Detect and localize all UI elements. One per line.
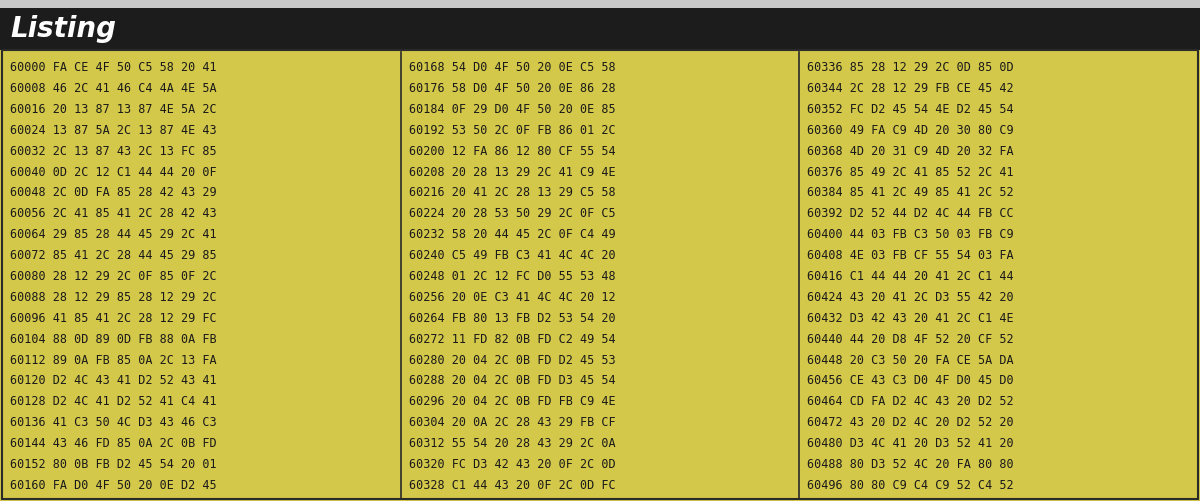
Text: 60136 41 C3 50 4C D3 43 46 C3: 60136 41 C3 50 4C D3 43 46 C3 [10,416,217,429]
Text: 60072 85 41 2C 28 44 45 29 85: 60072 85 41 2C 28 44 45 29 85 [10,249,217,262]
Text: 60176 58 D0 4F 50 20 0E 86 28: 60176 58 D0 4F 50 20 0E 86 28 [409,82,616,95]
Text: Listing: Listing [10,15,116,43]
Text: 60400 44 03 FB C3 50 03 FB C9: 60400 44 03 FB C3 50 03 FB C9 [808,228,1014,241]
Text: 60432 D3 42 43 20 41 2C C1 4E: 60432 D3 42 43 20 41 2C C1 4E [808,312,1014,325]
Text: 60416 C1 44 44 20 41 2C C1 44: 60416 C1 44 44 20 41 2C C1 44 [808,270,1014,283]
Text: 60360 49 FA C9 4D 20 30 80 C9: 60360 49 FA C9 4D 20 30 80 C9 [808,124,1014,137]
Text: 60216 20 41 2C 28 13 29 C5 58: 60216 20 41 2C 28 13 29 C5 58 [409,186,616,199]
Text: 60208 20 28 13 29 2C 41 C9 4E: 60208 20 28 13 29 2C 41 C9 4E [409,165,616,178]
Text: 60008 46 2C 41 46 C4 4A 4E 5A: 60008 46 2C 41 46 C4 4A 4E 5A [10,82,217,95]
Text: 60152 80 0B FB D2 45 54 20 01: 60152 80 0B FB D2 45 54 20 01 [10,458,217,471]
Text: 60064 29 85 28 44 45 29 2C 41: 60064 29 85 28 44 45 29 2C 41 [10,228,217,241]
Text: 60184 0F 29 D0 4F 50 20 0E 85: 60184 0F 29 D0 4F 50 20 0E 85 [409,103,616,116]
Text: 60480 D3 4C 41 20 D3 52 41 20: 60480 D3 4C 41 20 D3 52 41 20 [808,437,1014,450]
Text: 60080 28 12 29 2C 0F 85 0F 2C: 60080 28 12 29 2C 0F 85 0F 2C [10,270,217,283]
Text: 60344 2C 28 12 29 FB CE 45 42: 60344 2C 28 12 29 FB CE 45 42 [808,82,1014,95]
Bar [0,0,1200,8]
Text: 60168 54 D0 4F 50 20 0E C5 58: 60168 54 D0 4F 50 20 0E C5 58 [409,61,616,74]
Text: 60368 4D 20 31 C9 4D 20 32 FA: 60368 4D 20 31 C9 4D 20 32 FA [808,145,1014,158]
Text: 60280 20 04 2C 0B FD D2 45 53: 60280 20 04 2C 0B FD D2 45 53 [409,354,616,367]
Text: 60160 FA D0 4F 50 20 0E D2 45: 60160 FA D0 4F 50 20 0E D2 45 [10,479,217,492]
Text: 60448 20 C3 50 20 FA CE 5A DA: 60448 20 C3 50 20 FA CE 5A DA [808,354,1014,367]
Text: 60496 80 80 C9 C4 C9 52 C4 52: 60496 80 80 C9 C4 C9 52 C4 52 [808,479,1014,492]
Text: 60240 C5 49 FB C3 41 4C 4C 20: 60240 C5 49 FB C3 41 4C 4C 20 [409,249,616,262]
Text: 60112 89 0A FB 85 0A 2C 13 FA: 60112 89 0A FB 85 0A 2C 13 FA [10,354,217,367]
Text: 60224 20 28 53 50 29 2C 0F C5: 60224 20 28 53 50 29 2C 0F C5 [409,207,616,220]
Text: 60056 2C 41 85 41 2C 28 42 43: 60056 2C 41 85 41 2C 28 42 43 [10,207,217,220]
Text: 60488 80 D3 52 4C 20 FA 80 80: 60488 80 D3 52 4C 20 FA 80 80 [808,458,1014,471]
Text: 60424 43 20 41 2C D3 55 42 20: 60424 43 20 41 2C D3 55 42 20 [808,291,1014,304]
Text: 60144 43 46 FD 85 0A 2C 0B FD: 60144 43 46 FD 85 0A 2C 0B FD [10,437,217,450]
Text: 60472 43 20 D2 4C 20 D2 52 20: 60472 43 20 D2 4C 20 D2 52 20 [808,416,1014,429]
Text: 60440 44 20 D8 4F 52 20 CF 52: 60440 44 20 D8 4F 52 20 CF 52 [808,333,1014,346]
Text: 60200 12 FA 86 12 80 CF 55 54: 60200 12 FA 86 12 80 CF 55 54 [409,145,616,158]
Text: 60040 0D 2C 12 C1 44 44 20 0F: 60040 0D 2C 12 C1 44 44 20 0F [10,165,217,178]
Text: 60272 11 FD 82 0B FD C2 49 54: 60272 11 FD 82 0B FD C2 49 54 [409,333,616,346]
Text: 60128 D2 4C 41 D2 52 41 C4 41: 60128 D2 4C 41 D2 52 41 C4 41 [10,395,217,408]
Text: 60408 4E 03 FB CF 55 54 03 FA: 60408 4E 03 FB CF 55 54 03 FA [808,249,1014,262]
Text: 60256 20 0E C3 41 4C 4C 20 12: 60256 20 0E C3 41 4C 4C 20 12 [409,291,616,304]
Text: 60376 85 49 2C 41 85 52 2C 41: 60376 85 49 2C 41 85 52 2C 41 [808,165,1014,178]
Text: 60288 20 04 2C 0B FD D3 45 54: 60288 20 04 2C 0B FD D3 45 54 [409,374,616,387]
Text: 60024 13 87 5A 2C 13 87 4E 43: 60024 13 87 5A 2C 13 87 4E 43 [10,124,217,137]
Text: 60000 FA CE 4F 50 C5 58 20 41: 60000 FA CE 4F 50 C5 58 20 41 [10,61,217,74]
Text: 60192 53 50 2C 0F FB 86 01 2C: 60192 53 50 2C 0F FB 86 01 2C [409,124,616,137]
Text: 60296 20 04 2C 0B FD FB C9 4E: 60296 20 04 2C 0B FD FB C9 4E [409,395,616,408]
Text: 60032 2C 13 87 43 2C 13 FC 85: 60032 2C 13 87 43 2C 13 FC 85 [10,145,217,158]
Bar [2,50,1198,499]
Text: 60232 58 20 44 45 2C 0F C4 49: 60232 58 20 44 45 2C 0F C4 49 [409,228,616,241]
Text: 60384 85 41 2C 49 85 41 2C 52: 60384 85 41 2C 49 85 41 2C 52 [808,186,1014,199]
Text: 60392 D2 52 44 D2 4C 44 FB CC: 60392 D2 52 44 D2 4C 44 FB CC [808,207,1014,220]
Text: 60456 CE 43 C3 D0 4F D0 45 D0: 60456 CE 43 C3 D0 4F D0 45 D0 [808,374,1014,387]
Text: 60464 CD FA D2 4C 43 20 D2 52: 60464 CD FA D2 4C 43 20 D2 52 [808,395,1014,408]
Bar [0,8,1200,50]
Text: 60304 20 0A 2C 28 43 29 FB CF: 60304 20 0A 2C 28 43 29 FB CF [409,416,616,429]
Text: 60120 D2 4C 43 41 D2 52 43 41: 60120 D2 4C 43 41 D2 52 43 41 [10,374,217,387]
Text: 60048 2C 0D FA 85 28 42 43 29: 60048 2C 0D FA 85 28 42 43 29 [10,186,217,199]
Text: 60312 55 54 20 28 43 29 2C 0A: 60312 55 54 20 28 43 29 2C 0A [409,437,616,450]
Text: 60016 20 13 87 13 87 4E 5A 2C: 60016 20 13 87 13 87 4E 5A 2C [10,103,217,116]
Text: 60088 28 12 29 85 28 12 29 2C: 60088 28 12 29 85 28 12 29 2C [10,291,217,304]
Text: 60248 01 2C 12 FC D0 55 53 48: 60248 01 2C 12 FC D0 55 53 48 [409,270,616,283]
Text: 60328 C1 44 43 20 0F 2C 0D FC: 60328 C1 44 43 20 0F 2C 0D FC [409,479,616,492]
Text: 60336 85 28 12 29 2C 0D 85 0D: 60336 85 28 12 29 2C 0D 85 0D [808,61,1014,74]
Text: 60352 FC D2 45 54 4E D2 45 54: 60352 FC D2 45 54 4E D2 45 54 [808,103,1014,116]
Text: 60104 88 0D 89 0D FB 88 0A FB: 60104 88 0D 89 0D FB 88 0A FB [10,333,217,346]
Text: 60096 41 85 41 2C 28 12 29 FC: 60096 41 85 41 2C 28 12 29 FC [10,312,217,325]
Text: 60320 FC D3 42 43 20 0F 2C 0D: 60320 FC D3 42 43 20 0F 2C 0D [409,458,616,471]
Text: 60264 FB 80 13 FB D2 53 54 20: 60264 FB 80 13 FB D2 53 54 20 [409,312,616,325]
